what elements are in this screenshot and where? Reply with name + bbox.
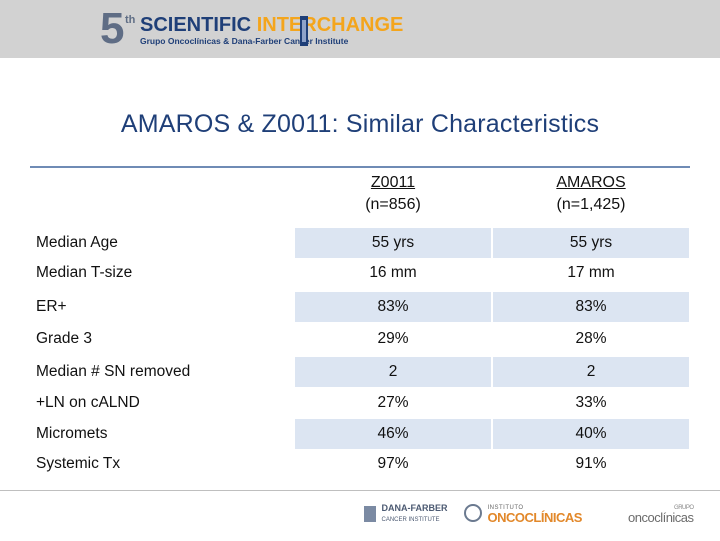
row-label: Median Age [36, 234, 118, 251]
footer-bar: DANA-FARBER CANCER INSTITUTE INSTITUTO O… [0, 490, 720, 541]
z0011-value: 55 yrs [295, 228, 491, 258]
amaros-value: 28% [575, 330, 607, 347]
table-row: Median Age 55 yrs 55 yrs [30, 228, 690, 258]
grupo-oncoclinicas-name: oncoclínicas [628, 510, 694, 525]
row-label: Median # SN removed [36, 363, 191, 380]
column-name: AMAROS [556, 174, 626, 191]
table-top-divider [30, 166, 690, 168]
amaros-value: 91% [575, 455, 607, 472]
table-row: +LN on cALND 27% 33% [30, 388, 690, 418]
instituto-oncoclinicas-logo: INSTITUTO ONCOCLÍNICAS [464, 503, 582, 529]
z0011-value: 29% [377, 330, 409, 347]
amaros-value: 33% [575, 394, 607, 411]
column-header-z0011: Z0011 (n=856) [295, 172, 491, 216]
amaros-value: 83% [493, 292, 689, 322]
z0011-value: 83% [295, 292, 491, 322]
dana-farber-sub: CANCER INSTITUTE [381, 517, 440, 523]
dana-farber-mark-icon [364, 506, 376, 522]
grupo-label: GRUPO [674, 505, 694, 511]
logo-subtitle: Grupo Oncoclínicas & Dana-Farber Cancer … [140, 36, 349, 46]
instituto-label: INSTITUTO [487, 505, 524, 511]
column-count: (n=856) [365, 196, 421, 213]
grupo-oncoclinicas-logo: GRUPO oncoclínicas [628, 503, 694, 529]
amaros-value: 17 mm [567, 264, 615, 281]
z0011-value: 97% [377, 455, 409, 472]
z0011-value: 16 mm [369, 264, 417, 281]
logo-title: SCIENTIFIC INTERCHANGE [140, 14, 403, 36]
column-name: Z0011 [370, 174, 416, 191]
z0011-value: 46% [295, 419, 491, 449]
scientific-interchange-logo: 5 th SCIENTIFIC INTERCHANGE Grupo Oncocl… [100, 4, 403, 53]
table-row: Systemic Tx 97% 91% [30, 449, 690, 479]
dana-farber-logo: DANA-FARBER CANCER INSTITUTE [364, 503, 448, 529]
logo-title-part1: SCIENTIFIC [140, 14, 252, 36]
table-row: Grade 3 29% 28% [30, 324, 690, 354]
table-row: ER+ 83% 83% [30, 292, 690, 322]
table-row: Median # SN removed 2 2 [30, 357, 690, 387]
logo-title-part2: INTERCHANGE [256, 14, 404, 36]
slide-title: AMAROS & Z0011: Similar Characteristics [120, 110, 600, 138]
row-label: ER+ [36, 298, 67, 315]
row-label: Systemic Tx [36, 455, 121, 472]
column-header-amaros: AMAROS (n=1,425) [493, 172, 689, 216]
logo-superscript: th [125, 14, 136, 26]
logo-number: 5 [100, 4, 125, 53]
table-row: Micromets 46% 40% [30, 419, 690, 449]
z0011-value: 2 [295, 357, 491, 387]
amaros-value: 40% [493, 419, 689, 449]
row-label: +LN on cALND [36, 394, 140, 411]
dana-farber-name: DANA-FARBER [381, 503, 448, 513]
row-label: Grade 3 [36, 330, 93, 347]
amaros-value: 2 [493, 357, 689, 387]
row-label: Micromets [36, 425, 108, 442]
logo-badge-icon [300, 16, 308, 46]
column-count: (n=1,425) [556, 196, 626, 213]
header-bar: 5 th SCIENTIFIC INTERCHANGE Grupo Oncocl… [0, 0, 720, 58]
oncoclinicas-ring-icon [464, 504, 482, 522]
amaros-value: 55 yrs [493, 228, 689, 258]
z0011-value: 27% [377, 394, 409, 411]
instituto-oncoclinicas-name: ONCOCLÍNICAS [487, 510, 583, 525]
row-label: Median T-size [36, 264, 133, 281]
table-row: Median T-size 16 mm 17 mm [30, 258, 690, 288]
